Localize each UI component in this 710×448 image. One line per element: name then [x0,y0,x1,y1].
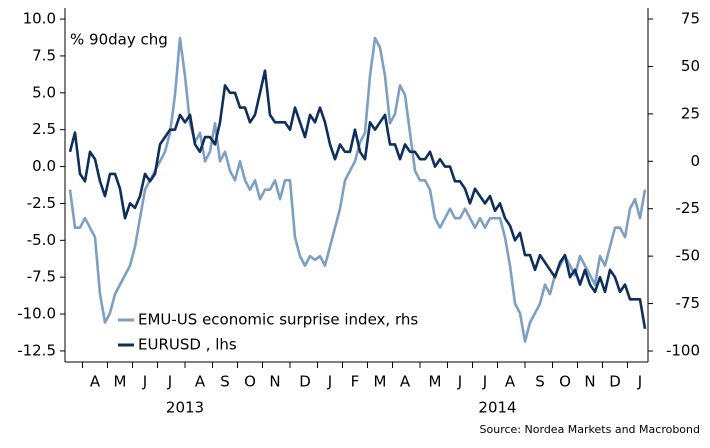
x-tick-label: F [351,373,360,391]
legend-bg [114,334,279,356]
y-tick-label: -10.0 [17,305,56,323]
x-tick-label: A [400,373,411,391]
year-label: 2013 [166,399,204,417]
x-tick-label: A [505,373,516,391]
y2-tick-label: 75 [681,10,700,28]
y-tick-label: 5.0 [32,83,56,101]
annotation: % 90day chg [70,31,168,49]
x-tick-label: J [142,373,147,391]
source: Source: Nordea Markets and Macrobond [480,423,700,436]
y-tick-label: 2.5 [32,120,56,138]
x-tick-label: A [90,373,101,391]
series-line [68,69,647,330]
legend-bg [114,309,479,331]
x-tick-label: D [299,373,311,391]
y-tick-label: -7.5 [27,268,56,286]
x-tick-label: O [244,373,256,391]
x-tick-label: N [584,373,595,391]
x-tick-label: M [429,373,442,391]
x-tick-label: J [167,373,172,391]
y2-tick-label: 50 [681,57,700,75]
y-tick-label: -2.5 [27,194,56,212]
x-tick-label: J [457,373,462,391]
y2-tick-label: 0 [690,152,700,170]
x-tick-label: S [535,373,545,391]
series-line [68,36,647,343]
x-tick-label: J [482,373,487,391]
x-tick-label: J [327,373,332,391]
y-tick-label: -5.0 [27,231,56,249]
y-tick-label: 0.0 [32,157,56,175]
y2-tick-label: -25 [676,199,701,217]
y2-tick-label: -100 [666,341,700,359]
x-tick-label: M [114,373,127,391]
x-tick-label: M [374,373,387,391]
y2-tick-label: 25 [681,104,700,122]
y2-tick-label: -50 [676,247,701,265]
y-tick-label: 10.0 [23,10,56,28]
x-tick-label: O [559,373,571,391]
x-tick-label: N [269,373,280,391]
x-tick-label: D [609,373,621,391]
x-tick-label: A [195,373,206,391]
x-tick-label: J [637,373,642,391]
year-label: 2014 [478,399,516,417]
y-tick-label: 7.5 [32,46,56,64]
y-tick-label: -12.5 [17,341,56,359]
legend-label: EMU-US economic surprise index, rhs [138,311,418,329]
y2-tick-label: -75 [676,294,701,312]
x-tick-label: S [220,373,230,391]
legend-label: EURUSD , lhs [138,336,237,354]
